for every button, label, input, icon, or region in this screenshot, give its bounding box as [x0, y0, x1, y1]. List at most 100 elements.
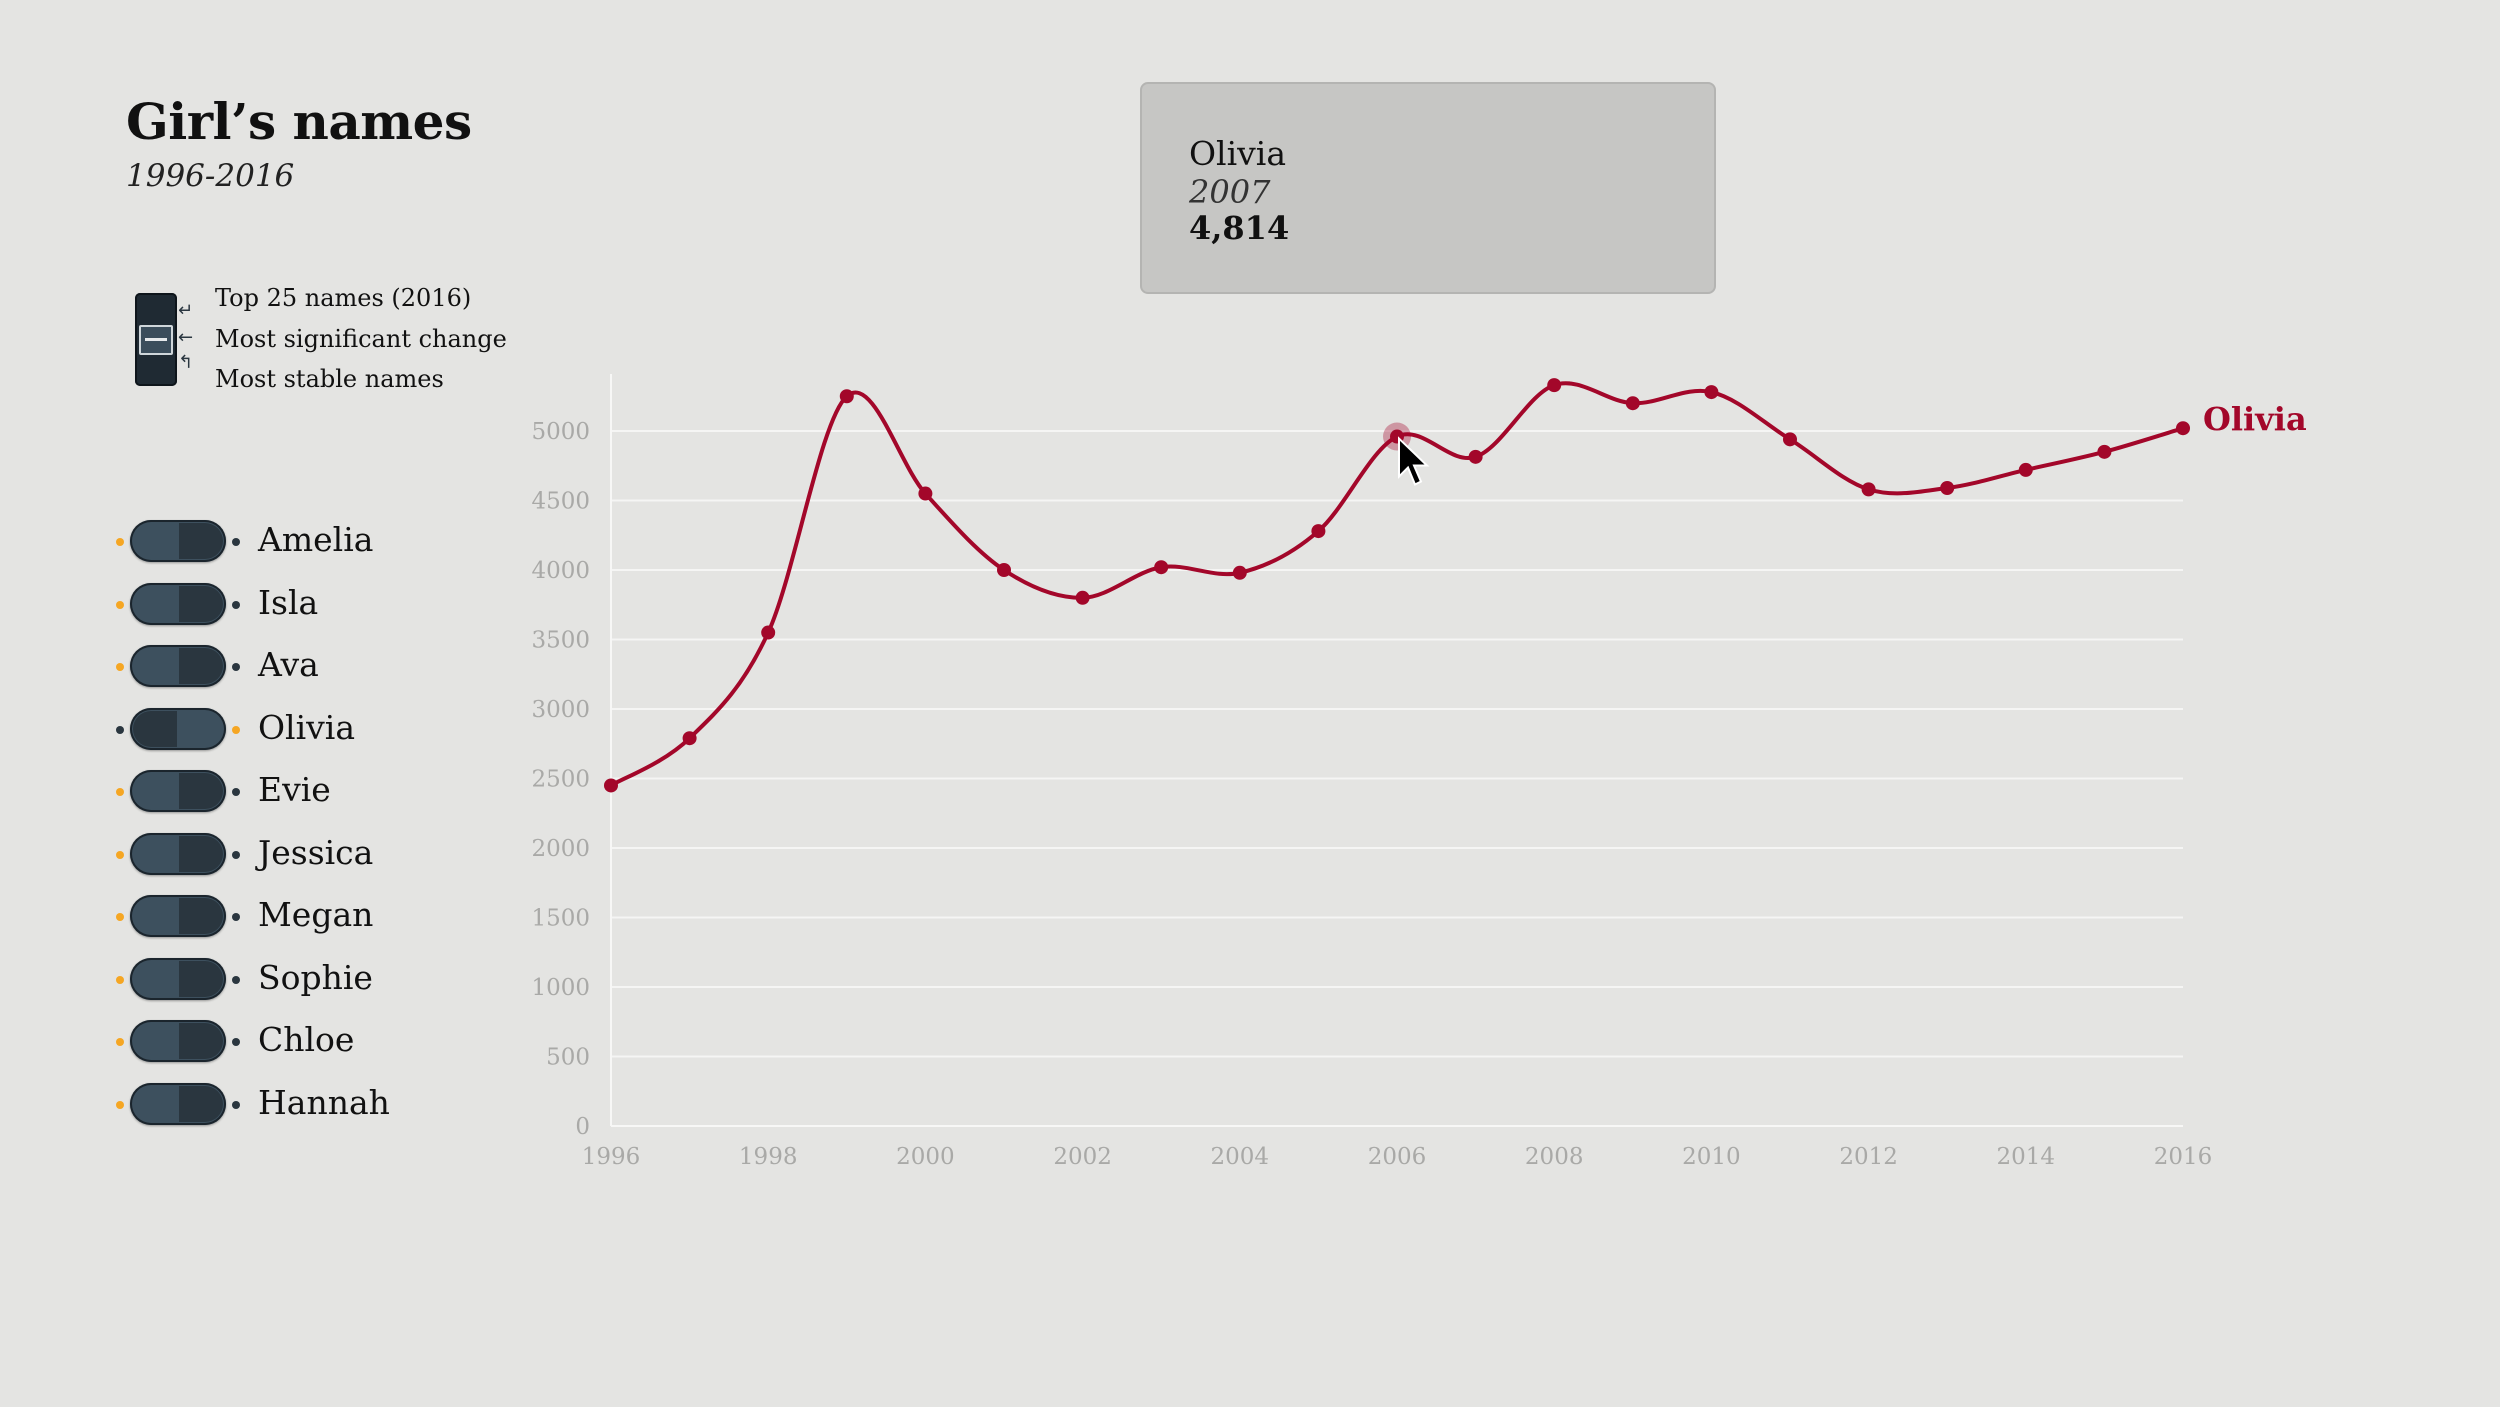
status-dot — [232, 725, 240, 734]
toggle-switch[interactable] — [130, 1082, 226, 1125]
name-toggle-isla[interactable]: Isla — [112, 579, 432, 629]
data-point — [918, 486, 933, 501]
y-tick-label: 2500 — [531, 767, 590, 793]
y-tick-label: 2000 — [531, 836, 590, 862]
status-dot — [232, 600, 240, 609]
data-point — [2176, 421, 2190, 436]
chart-subtitle: 1996-2016 — [126, 158, 295, 194]
status-dot — [116, 1100, 124, 1109]
name-toggle-megan[interactable]: Megan — [112, 891, 432, 941]
y-tick-label: 1500 — [531, 906, 590, 932]
arrow-left-icon: ← — [178, 327, 194, 348]
toggle-switch[interactable] — [130, 957, 226, 1000]
x-tick-label: 2000 — [896, 1144, 955, 1170]
data-point — [1940, 480, 1955, 495]
status-dot — [116, 725, 124, 734]
status-dot — [116, 600, 124, 609]
data-point — [1704, 385, 1719, 400]
series-label: Olivia — [2203, 400, 2307, 438]
data-point — [2097, 444, 2112, 459]
y-tick-label: 1000 — [531, 975, 590, 1001]
chart-title: Girl’s names — [126, 92, 472, 151]
mode-significant-change[interactable]: Most significant change — [215, 325, 507, 353]
data-point — [682, 731, 697, 746]
x-tick-label: 2004 — [1211, 1144, 1270, 1170]
y-tick-label: 0 — [575, 1114, 590, 1140]
name-label: Sophie — [258, 957, 373, 997]
status-dot — [232, 913, 240, 921]
x-tick-label: 2014 — [1997, 1144, 2056, 1170]
name-toggle-olivia[interactable]: Olivia — [112, 704, 432, 754]
status-dot — [232, 538, 240, 546]
name-toggle-ava[interactable]: Ava — [112, 641, 432, 691]
y-tick-label: 500 — [546, 1045, 590, 1071]
data-point — [1861, 482, 1876, 497]
data-point — [1625, 396, 1640, 411]
data-point — [1232, 565, 1247, 580]
x-tick-label: 2008 — [1525, 1144, 1584, 1170]
status-dot — [232, 975, 240, 984]
name-label: Jessica — [258, 832, 374, 872]
status-dot — [116, 788, 124, 796]
y-tick-label: 3000 — [531, 697, 590, 723]
data-point — [2018, 462, 2033, 477]
name-toggle-jessica[interactable]: Jessica — [112, 829, 432, 879]
x-tick-label: 2012 — [1839, 1144, 1898, 1170]
x-tick-label: 2016 — [2154, 1144, 2213, 1170]
status-dot — [232, 850, 240, 859]
status-dot — [116, 975, 124, 984]
toggle-switch[interactable] — [130, 520, 226, 562]
status-dot — [116, 850, 124, 859]
data-point — [1783, 432, 1797, 447]
data-point — [1154, 560, 1169, 575]
mode-top-25[interactable]: Top 25 names (2016) — [215, 284, 472, 312]
x-tick-label: 2002 — [1053, 1144, 1112, 1170]
data-point — [761, 625, 776, 640]
status-dot — [116, 1038, 124, 1046]
x-tick-label: 2010 — [1682, 1144, 1741, 1170]
data-point — [839, 389, 854, 404]
name-toggle-hannah[interactable]: Hannah — [112, 1079, 432, 1129]
data-point — [604, 778, 618, 793]
toggle-switch[interactable] — [130, 770, 226, 812]
status-dot — [116, 913, 124, 921]
mouse-cursor-icon — [1398, 436, 1430, 486]
name-label: Hannah — [258, 1082, 390, 1122]
name-toggle-sophie[interactable]: Sophie — [112, 954, 432, 1004]
mode-switch-knob[interactable] — [139, 325, 173, 355]
status-dot — [232, 663, 240, 671]
toggle-switch[interactable] — [130, 645, 226, 687]
name-label: Amelia — [258, 520, 374, 559]
y-tick-label: 4000 — [531, 558, 590, 584]
y-tick-label: 4500 — [531, 489, 590, 515]
y-tick-label: 3500 — [531, 628, 590, 654]
name-toggle-evie[interactable]: Evie — [112, 766, 432, 816]
toggle-switch[interactable] — [130, 1020, 226, 1062]
status-dot — [232, 788, 240, 796]
arrow-up-icon: ↵ — [178, 300, 194, 321]
status-dot — [232, 1100, 240, 1109]
mode-switch[interactable] — [135, 293, 177, 386]
tooltip-value: 4,814 — [1189, 209, 1290, 247]
toggle-switch[interactable] — [130, 895, 226, 937]
arrow-down-icon: ↰ — [178, 352, 194, 373]
toggle-switch[interactable] — [130, 832, 226, 875]
mode-stable-names[interactable]: Most stable names — [215, 365, 444, 393]
name-label: Evie — [258, 770, 331, 809]
series-line-olivia — [609, 381, 2184, 788]
status-dot — [116, 663, 124, 671]
name-label: Chloe — [258, 1020, 355, 1059]
data-point — [997, 563, 1011, 577]
name-toggle-amelia[interactable]: Amelia — [112, 516, 432, 566]
name-toggle-chloe[interactable]: Chloe — [112, 1016, 432, 1066]
toggle-switch[interactable] — [130, 707, 226, 750]
data-point — [1547, 378, 1562, 393]
name-label: Olivia — [258, 707, 356, 747]
data-point — [1075, 590, 1090, 605]
x-tick-label: 2006 — [1368, 1144, 1427, 1170]
toggle-switch[interactable] — [130, 582, 226, 625]
data-point — [1468, 449, 1483, 464]
name-label: Megan — [258, 895, 374, 934]
tooltip: Olivia 2007 4,814 — [1140, 82, 1716, 294]
